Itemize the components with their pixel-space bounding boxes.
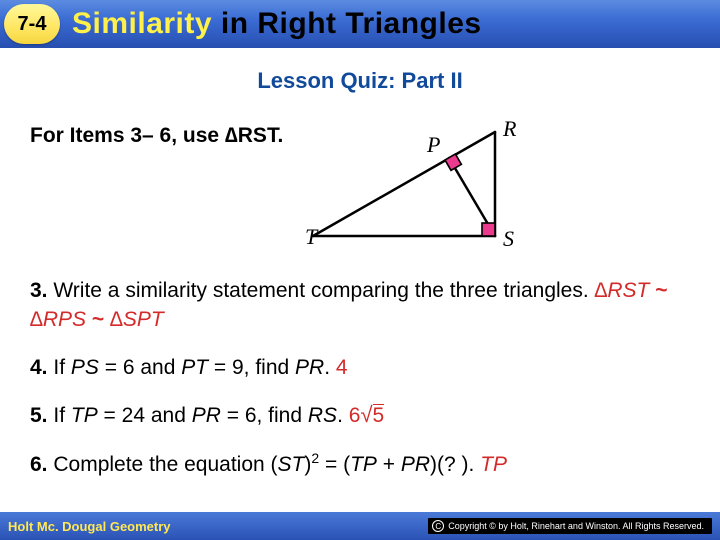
lesson-number-badge: 7-4: [4, 4, 60, 44]
instruction-prefix: For Items 3– 6, use: [30, 124, 225, 147]
svg-text:T: T: [305, 224, 319, 249]
item-text: If: [53, 356, 71, 379]
brand-text: Holt Mc. Dougal Geometry: [8, 519, 171, 534]
item-text: Write a similarity statement comparing t…: [53, 279, 594, 302]
item-number: 3.: [30, 279, 48, 302]
instruction-row: For Items 3– 6, use ∆RST. T S R P: [30, 114, 690, 254]
item-number: 6.: [30, 453, 48, 476]
item-text: If: [53, 404, 71, 427]
copyright-icon: C: [432, 520, 444, 532]
title-word-highlight: Similarity: [72, 7, 212, 40]
svg-text:S: S: [503, 226, 514, 251]
instruction-triangle: ∆RST.: [225, 124, 283, 147]
item-5: 5. If TP = 24 and PR = 6, find RS. 6√5: [30, 400, 690, 431]
item-answer: 6√5: [349, 404, 384, 427]
item-3: 3. Write a similarity statement comparin…: [30, 276, 690, 335]
copyright-badge: C Copyright © by Holt, Rinehart and Wins…: [428, 518, 712, 534]
item-4: 4. If PS = 6 and PT = 9, find PR. 4: [30, 353, 690, 382]
item-6: 6. Complete the equation (ST)2 = (TP + P…: [30, 449, 690, 479]
svg-text:P: P: [426, 132, 440, 157]
header-bar: 7-4 Similarity in Right Triangles: [0, 0, 720, 48]
item-number: 5.: [30, 404, 48, 427]
page-title: Similarity in Right Triangles: [72, 7, 482, 41]
item-answer: TP: [480, 453, 507, 476]
item-text: Complete the equation (: [53, 453, 277, 476]
lesson-subtitle: Lesson Quiz: Part II: [30, 68, 690, 94]
svg-text:R: R: [502, 116, 517, 141]
item-answer: 4: [336, 356, 348, 379]
title-rest: in Right Triangles: [212, 7, 482, 40]
instruction-text: For Items 3– 6, use ∆RST.: [30, 114, 283, 148]
footer-bar: Holt Mc. Dougal Geometry C Copyright © b…: [0, 512, 720, 540]
copyright-text: Copyright © by Holt, Rinehart and Winsto…: [448, 521, 704, 531]
triangle-diagram: T S R P: [303, 114, 533, 254]
item-number: 4.: [30, 356, 48, 379]
content-area: Lesson Quiz: Part II For Items 3– 6, use…: [0, 48, 720, 479]
